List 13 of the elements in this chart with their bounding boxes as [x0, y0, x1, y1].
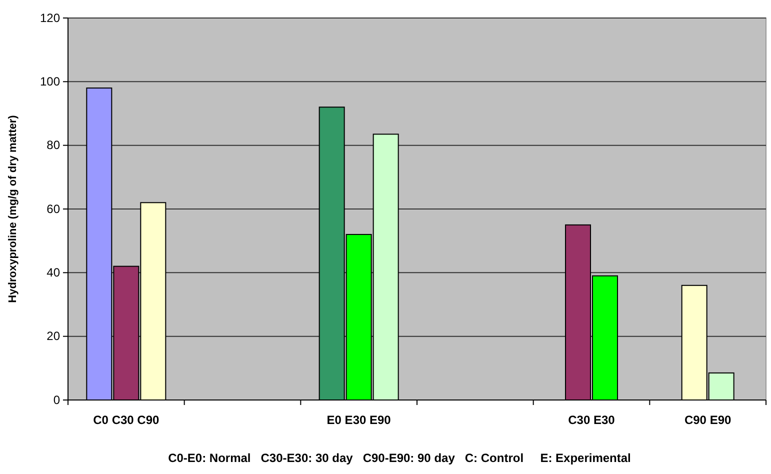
- y-tick-label: 120: [40, 10, 60, 25]
- text: C0-E0: Normal C30-E30: 30 day C90-E90: 90 day C: Control E: Experimental: [168, 451, 631, 465]
- y-tick-label: 20: [46, 329, 60, 344]
- y-axis-title: Hydroxyproline (mg/g of dry matter): [7, 114, 19, 303]
- y-tick-label: 100: [40, 74, 60, 89]
- y-tick-label: 60: [46, 202, 60, 216]
- x-tick-label: C0 C30 C90: [93, 413, 160, 427]
- y-tick-label: 40: [46, 266, 60, 280]
- x-tick-label: C30 E30: [568, 413, 616, 427]
- y-tick-label: 0: [53, 392, 60, 407]
- x-tick-label: E0 E30 E90: [326, 413, 392, 427]
- y-tick-label: 80: [46, 138, 60, 152]
- x-tick-label: C90 E90: [684, 413, 732, 427]
